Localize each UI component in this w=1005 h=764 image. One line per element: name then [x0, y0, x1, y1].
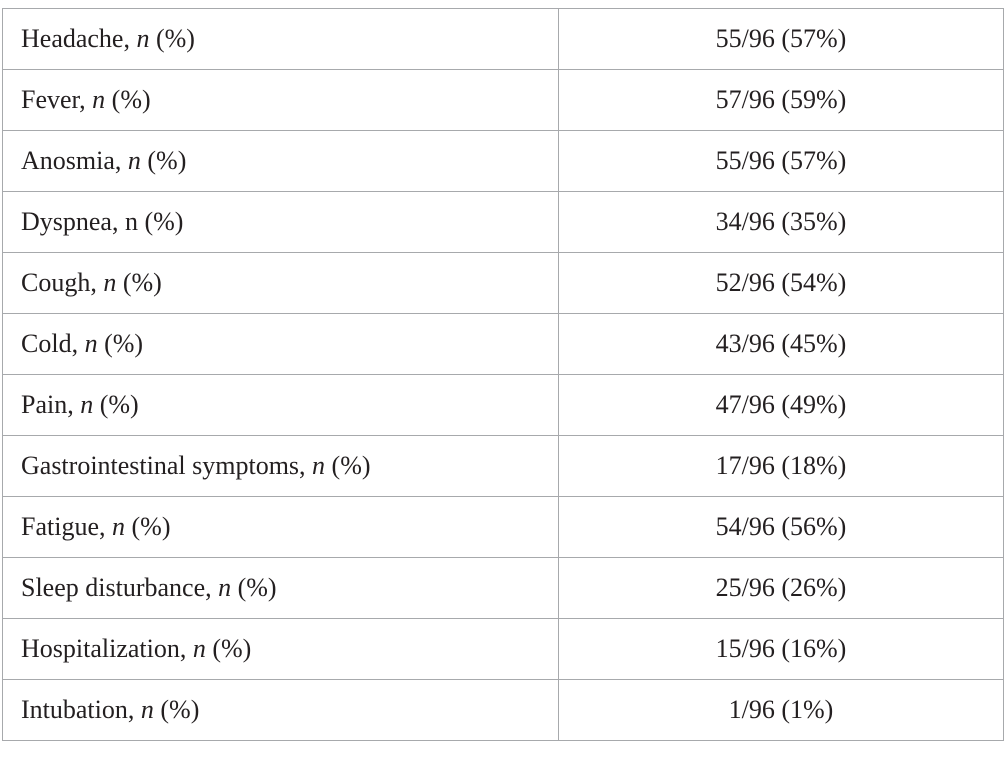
row-label-cell: Fatigue, n (%) [2, 496, 559, 558]
count-symbol: n [103, 268, 117, 297]
symptom-name: Hospitalization [21, 634, 180, 663]
row-value-cell: 55/96 (57%) [558, 130, 1004, 192]
row-value-cell: 34/96 (35%) [558, 191, 1004, 253]
symptom-name: Cold [21, 329, 72, 358]
label-separator: , [123, 24, 137, 53]
label-separator: , [79, 85, 93, 114]
row-label-cell: Gastrointestinal symptoms, n (%) [2, 435, 559, 497]
count-symbol: n [312, 451, 326, 480]
symptom-name: Intubation [21, 695, 128, 724]
count-value: 17/96 (18%) [715, 451, 847, 480]
table-row: Cold, n (%) 43/96 (45%) [2, 313, 1004, 375]
label-separator: , [179, 634, 193, 663]
symptom-name: Fatigue [21, 512, 99, 541]
row-value-cell: 1/96 (1%) [558, 679, 1004, 741]
row-value-cell: 25/96 (26%) [558, 557, 1004, 619]
count-value: 15/96 (16%) [715, 634, 847, 663]
count-symbol: n [192, 634, 206, 663]
percent-unit: (%) [149, 24, 195, 53]
symptom-name: Fever [21, 85, 80, 114]
row-value-cell: 47/96 (49%) [558, 374, 1004, 436]
percent-unit: (%) [140, 146, 187, 175]
table-row: Sleep disturbance, n (%) 25/96 (26%) [2, 557, 1004, 619]
row-value-cell: 17/96 (18%) [558, 435, 1004, 497]
row-value-cell: 43/96 (45%) [558, 313, 1004, 375]
symptom-name: Dyspnea [21, 207, 112, 236]
count-value: 43/96 (45%) [715, 329, 847, 358]
table-row: Hospitalization, n (%) 15/96 (16%) [2, 618, 1004, 680]
count-symbol: n [92, 85, 106, 114]
count-value: 47/96 (49%) [715, 390, 847, 419]
label-separator: , [299, 451, 313, 480]
count-value: 34/96 (35%) [715, 207, 847, 236]
row-value-cell: 15/96 (16%) [558, 618, 1004, 680]
row-label-cell: Hospitalization, n (%) [2, 618, 559, 680]
row-label-cell: Dyspnea, n (%) [2, 191, 559, 253]
row-label-cell: Anosmia, n (%) [2, 130, 559, 192]
table-row: Headache, n (%) 55/96 (57%) [2, 8, 1004, 70]
table-row: Intubation, n (%) 1/96 (1%) [2, 679, 1004, 741]
symptom-name: Sleep disturbance [21, 573, 206, 602]
percent-unit: (%) [93, 390, 139, 419]
count-value: 55/96 (57%) [715, 146, 847, 175]
row-value-cell: 57/96 (59%) [558, 69, 1004, 131]
count-symbol: n [218, 573, 232, 602]
row-label-cell: Sleep disturbance, n (%) [2, 557, 559, 619]
table-row: Fever, n (%) 57/96 (59%) [2, 69, 1004, 131]
percent-unit: (%) [137, 207, 184, 236]
count-symbol: n [136, 24, 150, 53]
row-value-cell: 55/96 (57%) [558, 8, 1004, 70]
row-label-cell: Cold, n (%) [2, 313, 559, 375]
count-value: 54/96 (56%) [715, 512, 847, 541]
row-label-cell: Fever, n (%) [2, 69, 559, 131]
table-row: Pain, n (%) 47/96 (49%) [2, 374, 1004, 436]
count-symbol: n [140, 695, 154, 724]
count-value: 55/96 (57%) [715, 24, 847, 53]
row-value-cell: 52/96 (54%) [558, 252, 1004, 314]
row-label-cell: Pain, n (%) [2, 374, 559, 436]
count-value: 25/96 (26%) [715, 573, 847, 602]
percent-unit: (%) [205, 634, 252, 663]
count-symbol: n [84, 329, 98, 358]
count-symbol: n [127, 146, 141, 175]
label-separator: , [111, 207, 125, 236]
label-separator: , [71, 329, 85, 358]
count-symbol: n [124, 207, 138, 236]
label-separator: , [99, 512, 112, 541]
symptom-name: Gastrointestinal symptoms [21, 451, 300, 480]
label-separator: , [127, 695, 141, 724]
percent-unit: (%) [125, 512, 171, 541]
percent-unit: (%) [325, 451, 371, 480]
symptom-table-body: Headache, n (%) 55/96 (57%) Fever, n (%) 57… [2, 8, 1004, 741]
row-label-cell: Cough, n (%) [2, 252, 559, 314]
label-separator: , [114, 146, 128, 175]
percent-unit: (%) [116, 268, 162, 297]
symptom-name: Pain [21, 390, 68, 419]
percent-unit: (%) [231, 573, 277, 602]
table-row: Fatigue, n (%) 54/96 (56%) [2, 496, 1004, 558]
symptom-name: Headache [21, 24, 124, 53]
table-row: Dyspnea, n (%) 34/96 (35%) [2, 191, 1004, 253]
percent-unit: (%) [153, 695, 200, 724]
percent-unit: (%) [105, 85, 151, 114]
count-symbol: n [80, 390, 94, 419]
count-value: 52/96 (54%) [715, 268, 847, 297]
row-label-cell: Intubation, n (%) [2, 679, 559, 741]
count-symbol: n [112, 512, 125, 541]
symptom-name: Anosmia [21, 146, 115, 175]
table-row: Anosmia, n (%) 55/96 (57%) [2, 130, 1004, 192]
label-separator: , [205, 573, 219, 602]
count-value: 57/96 (59%) [715, 85, 847, 114]
row-value-cell: 54/96 (56%) [558, 496, 1004, 558]
table-row: Gastrointestinal symptoms, n (%) 17/96 (1… [2, 435, 1004, 497]
row-label-cell: Headache, n (%) [2, 8, 559, 70]
symptom-table: Headache, n (%) 55/96 (57%) Fever, n (%) 57… [2, 8, 1004, 741]
symptom-table-container: Headache, n (%) 55/96 (57%) Fever, n (%) 57… [2, 8, 1004, 741]
percent-unit: (%) [97, 329, 144, 358]
count-value: 1/96 (1%) [728, 695, 834, 724]
symptom-name: Cough [21, 268, 91, 297]
table-row: Cough, n (%) 52/96 (54%) [2, 252, 1004, 314]
label-separator: , [90, 268, 104, 297]
label-separator: , [67, 390, 81, 419]
